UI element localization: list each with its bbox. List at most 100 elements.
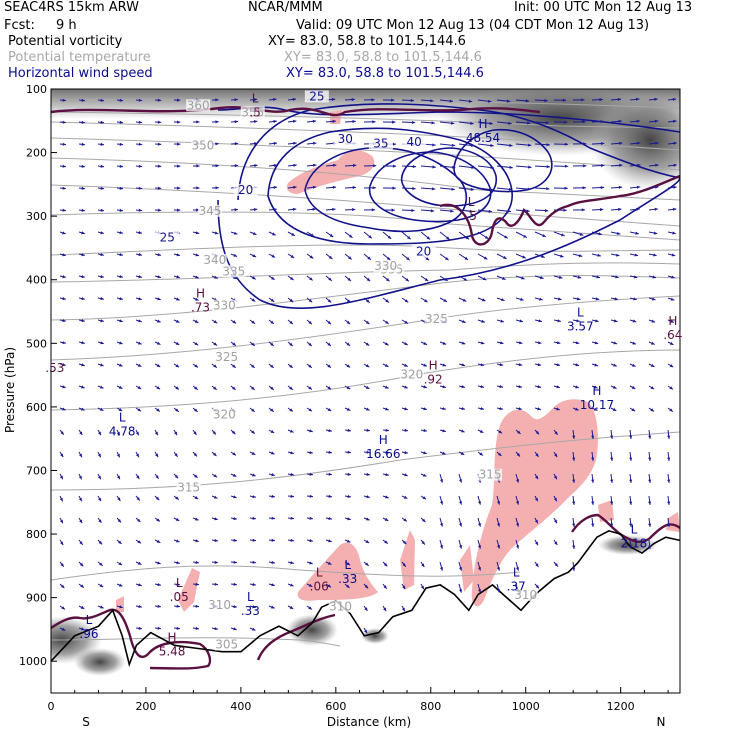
wind-arrow-head [290, 583, 294, 587]
extremum-value: .73 [191, 301, 210, 315]
wind-arrow-head [498, 452, 502, 456]
wind-arrow-head [175, 408, 179, 412]
wind-arrow-head [471, 165, 475, 169]
wind-arrow-head [545, 121, 549, 125]
wind-arrow-head [270, 408, 274, 412]
wind-arrow-head [653, 253, 657, 257]
wind-arrow-head [424, 278, 429, 282]
wind-arrow-head [293, 163, 297, 167]
valid-time: Valid: 09 UTC Mon 12 Aug 13 (04 CDT Mon … [296, 18, 650, 33]
wind-arrow-head [593, 407, 598, 411]
wind-arrow-head [157, 319, 161, 323]
wind-arrow-head [535, 453, 539, 457]
wind-arrow-head [411, 120, 416, 124]
wind-arrow-head [459, 501, 462, 505]
wind-arrow-head [371, 98, 375, 102]
wind-arrow-head [232, 473, 237, 477]
wind-arrow-head [119, 186, 124, 190]
wind-arrow-head [346, 407, 351, 411]
wind-arrow-head [137, 518, 141, 522]
wind-arrow-head [387, 235, 392, 239]
extremum-value: .96 [79, 627, 98, 641]
theta-label-bg [373, 260, 398, 273]
wind-arrow-head [177, 142, 181, 146]
wind-arrow-head [412, 186, 416, 191]
wind-arrow-head [251, 320, 255, 324]
wind-arrow-head [214, 582, 218, 586]
wind-arrow-head [488, 209, 492, 213]
wind-arrow-head [175, 517, 180, 521]
wind-arrow-head [138, 626, 142, 630]
wind-arrow-head [372, 120, 376, 124]
wind-arrow-head [502, 276, 506, 280]
wind-arrow-head [422, 518, 426, 522]
wind-arrow-head [100, 142, 104, 146]
extremum-value: 48.54 [466, 131, 500, 145]
wind-arrow-head [601, 164, 605, 168]
wind-arrow-head [462, 320, 466, 323]
wind-arrow-head [671, 253, 676, 257]
wind-arrow-head [500, 319, 504, 323]
wind-arrow-head [327, 386, 332, 390]
theta-label-bg [240, 106, 265, 119]
wind-arrow-head [100, 319, 104, 323]
wind-arrow-head [629, 457, 633, 461]
wind-arrow-head [81, 186, 85, 190]
wind-arrow-head [348, 256, 352, 260]
wind-arrow-head [565, 164, 569, 168]
wind-arrow-head [451, 143, 456, 147]
wind-arrow-head [213, 386, 217, 390]
theta-label: 335 [222, 264, 245, 278]
wind-arrow-head [554, 453, 558, 458]
wind-arrow-head [385, 428, 389, 432]
wind-arrow-head [271, 276, 275, 280]
wind-arrow-head [119, 208, 123, 212]
wind-speed-label-bg [368, 137, 393, 150]
wind-arrow-head [137, 540, 141, 544]
wind-arrow-head [346, 584, 350, 588]
wind-arrow-head [273, 207, 277, 211]
wind-arrow-head [459, 545, 462, 549]
theta-label: 355 [241, 105, 264, 119]
wind-arrow-head [62, 385, 66, 389]
wind-arrow-head [215, 142, 219, 146]
wind-arrow-head [155, 453, 159, 458]
wind-arrow-head [328, 450, 332, 454]
wind-arrow-head [252, 516, 256, 520]
extremum-marker: L [86, 613, 93, 627]
wind-arrow-head [97, 453, 101, 458]
wind-arrow-head [156, 539, 161, 543]
wind-arrow-head [546, 187, 550, 191]
wind-arrow-head [290, 561, 294, 565]
wind-arrow-head [546, 165, 550, 169]
wind-arrow-head [309, 472, 313, 476]
wind-speed-label: 20 [238, 183, 253, 197]
wind-arrow-head [290, 451, 294, 455]
wind-arrow-head [461, 341, 466, 345]
wind-arrow-head [177, 120, 181, 124]
wind-arrow-head [508, 187, 513, 191]
theta-label-bg [207, 599, 232, 612]
wind-arrow-head [446, 236, 450, 240]
wind-arrow-head [556, 385, 560, 389]
wind-arrow-head [174, 453, 178, 457]
wind-arrow-head [174, 474, 179, 479]
plot-frame [50, 88, 681, 694]
wind-arrow-head [62, 275, 66, 279]
wind-arrow-head [464, 256, 468, 260]
wind-arrow-head [79, 453, 82, 458]
wind-arrow-head [442, 429, 446, 433]
wind-arrow-head [118, 583, 123, 587]
wind-arrow-head [62, 120, 66, 124]
wind-arrow-head [572, 435, 576, 439]
wind-arrow-head [575, 363, 579, 367]
highlight-regions [116, 110, 680, 612]
wind-arrow-head [402, 585, 406, 590]
wind-arrow-head [489, 121, 493, 125]
extremum-marker: L [344, 558, 351, 572]
x-axis-label: Distance (km) [327, 715, 411, 729]
extremum-value: .05 [170, 590, 189, 604]
wind-arrow-head [309, 539, 313, 543]
wind-arrow-head [480, 385, 484, 389]
wind-arrow-head [562, 98, 567, 102]
